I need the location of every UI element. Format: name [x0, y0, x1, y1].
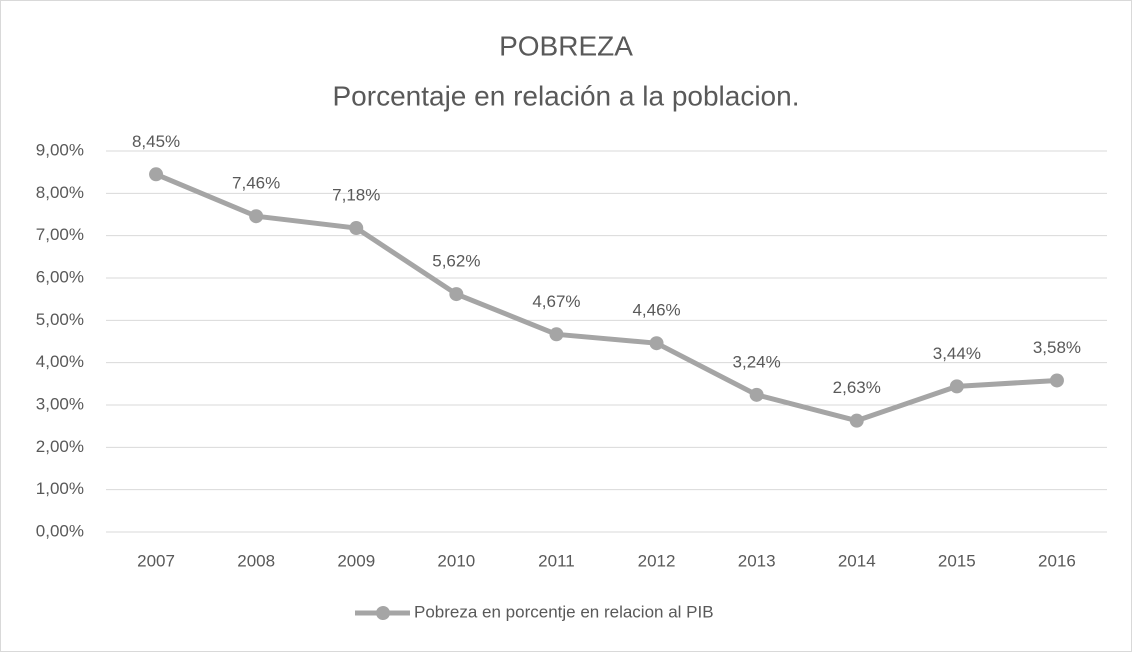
- x-tick-label: 2008: [237, 551, 275, 570]
- data-point: [949, 379, 964, 394]
- y-tick-label: 1,00%: [36, 479, 84, 498]
- y-tick-label: 7,00%: [36, 225, 84, 244]
- data-point: [749, 387, 764, 402]
- x-tick-label: 2011: [538, 551, 575, 570]
- data-label: 3,24%: [733, 352, 781, 371]
- x-tick-label: 2015: [938, 551, 976, 570]
- y-tick-label: 9,00%: [36, 140, 84, 159]
- data-point: [849, 413, 864, 428]
- data-label: 7,46%: [232, 174, 280, 193]
- y-tick-label: 2,00%: [36, 437, 84, 456]
- x-tick-label: 2013: [738, 551, 776, 570]
- data-label: 4,46%: [632, 301, 680, 320]
- y-tick-label: 8,00%: [36, 183, 84, 202]
- y-tick-label: 5,00%: [36, 310, 84, 329]
- y-tick-label: 4,00%: [36, 352, 84, 371]
- data-label: 3,44%: [933, 344, 981, 363]
- data-label: 8,45%: [132, 132, 180, 151]
- chart-subtitle: Porcentaje en relación a la poblacion.: [333, 80, 800, 111]
- data-label: 2,63%: [833, 378, 881, 397]
- data-label: 3,58%: [1033, 338, 1081, 357]
- data-point: [1049, 373, 1064, 388]
- x-tick-label: 2012: [638, 551, 676, 570]
- data-label: 4,67%: [532, 292, 580, 311]
- chart-title: POBREZA: [499, 30, 633, 61]
- x-tick-label: 2007: [137, 551, 175, 570]
- x-tick-label: 2010: [437, 551, 475, 570]
- data-point: [249, 209, 264, 224]
- data-point: [549, 327, 564, 342]
- data-point: [649, 336, 664, 351]
- legend-label: Pobreza en porcentje en relacion al PIB: [414, 602, 714, 621]
- data-point: [349, 221, 364, 236]
- x-tick-label: 2014: [838, 551, 876, 570]
- legend-marker: [376, 606, 390, 620]
- data-label: 5,62%: [432, 252, 480, 271]
- data-point: [149, 167, 164, 182]
- y-tick-label: 0,00%: [36, 521, 84, 540]
- x-tick-label: 2009: [337, 551, 375, 570]
- y-tick-label: 6,00%: [36, 267, 84, 286]
- x-tick-label: 2016: [1038, 551, 1076, 570]
- series-line: [155, 171, 1058, 424]
- data-label: 7,18%: [332, 186, 380, 205]
- y-tick-label: 3,00%: [36, 394, 84, 413]
- data-point: [449, 287, 464, 302]
